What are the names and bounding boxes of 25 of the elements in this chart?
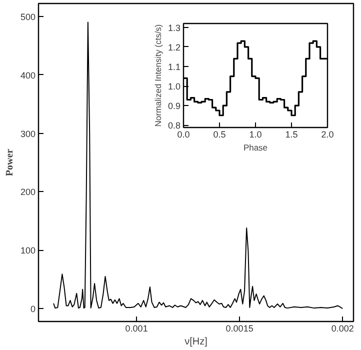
- x-tick-label: 0.0015: [226, 324, 254, 334]
- x-tick-label: 0.5: [213, 130, 226, 140]
- y-tick-label: 1.3: [168, 22, 181, 33]
- y-tick-label: 0.8: [168, 120, 181, 131]
- y-axis-title: Normalized Intensity (cts/s): [152, 24, 163, 127]
- x-axis-title: ν[Hz]: [184, 336, 208, 348]
- x-tick-label: 2.0: [321, 130, 334, 140]
- y-tick-label: 200: [20, 187, 36, 198]
- x-tick-label: 0.001: [125, 324, 148, 334]
- y-tick-label: 1.2: [168, 42, 181, 52]
- x-tick-label: 0.002: [331, 324, 354, 334]
- y-tick-label: 100: [20, 246, 36, 256]
- y-tick-label: 1.0: [168, 82, 181, 92]
- x-axis-title: Phase: [243, 142, 268, 152]
- y-axis-title: Power: [4, 148, 16, 176]
- line-series: [53, 22, 344, 310]
- x-tick-label: 0.0: [177, 130, 190, 140]
- y-tick-label: 400: [20, 70, 36, 80]
- x-tick-label: 1.0: [249, 130, 262, 140]
- y-tick-label: 300: [20, 128, 36, 139]
- y-tick-label: 500: [20, 12, 36, 22]
- y-tick-label: 1.1: [168, 62, 181, 72]
- x-tick-label: 1.5: [285, 130, 298, 140]
- y-tick-label: 0.9: [168, 101, 181, 112]
- y-tick-label: 0: [30, 304, 36, 314]
